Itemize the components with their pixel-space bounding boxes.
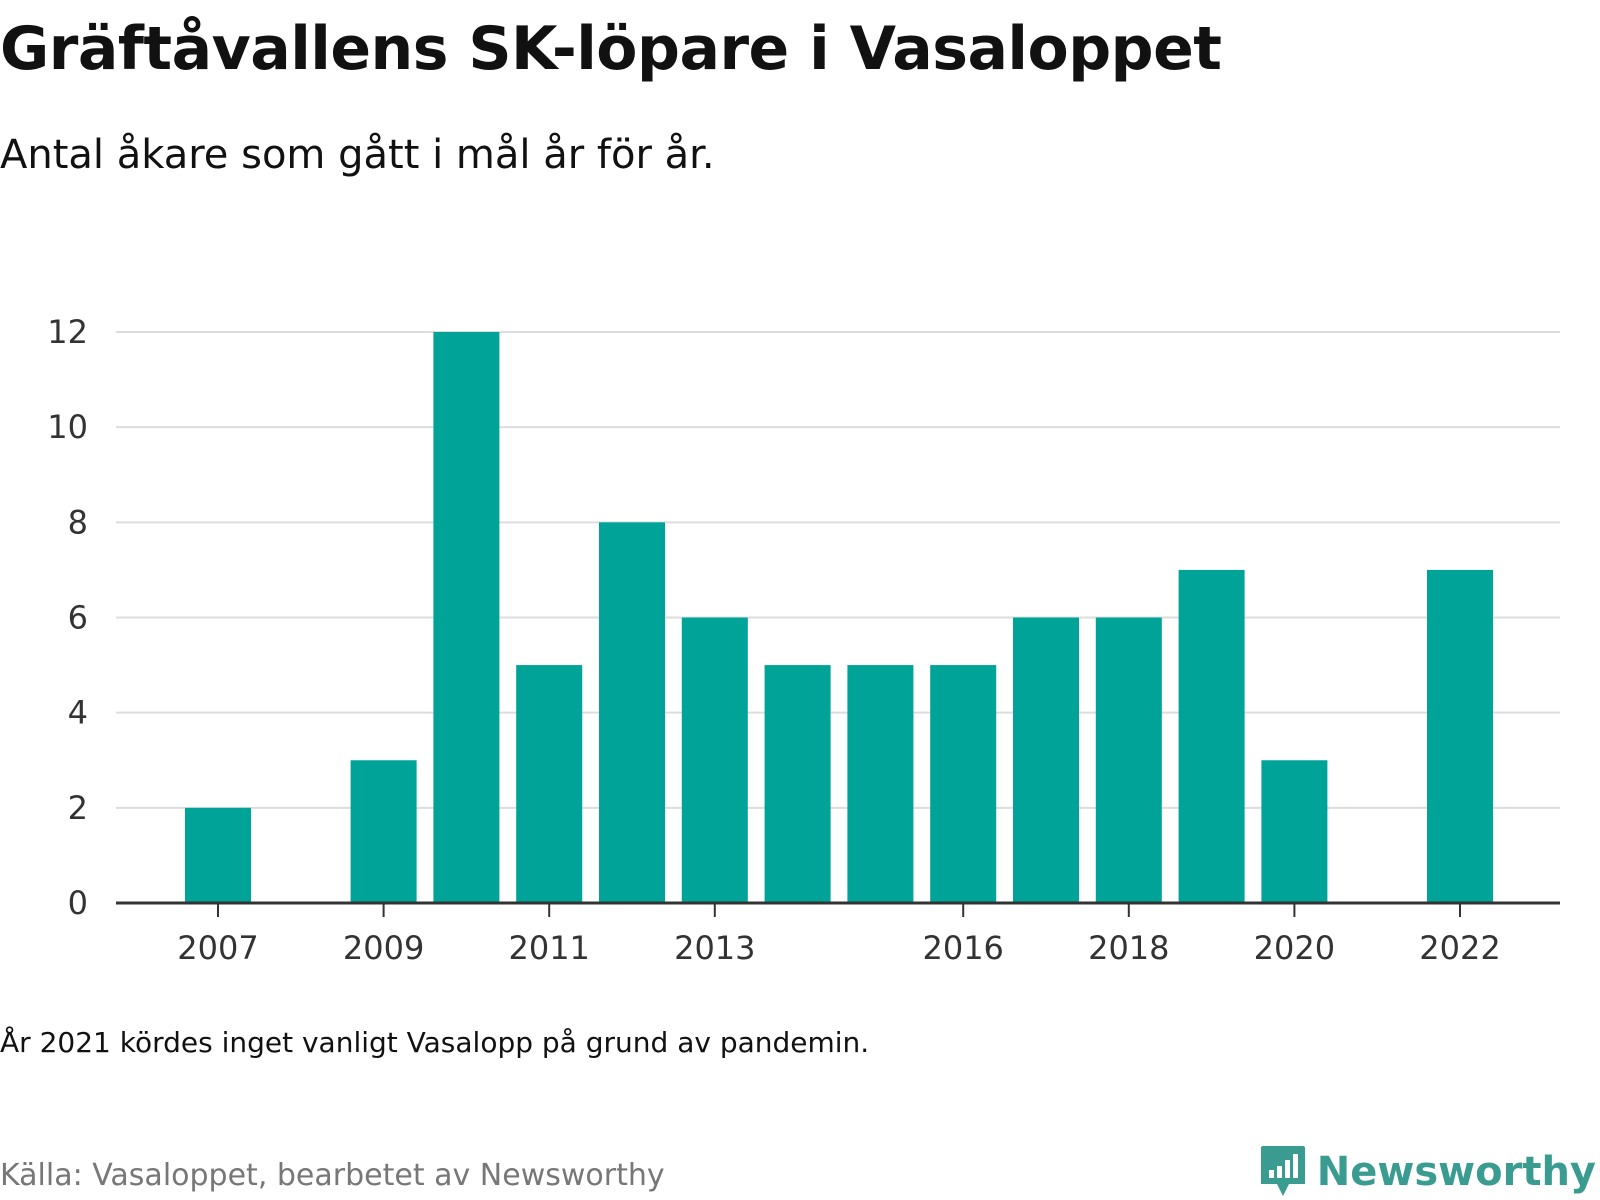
x-tick-label: 2020	[1254, 929, 1335, 967]
bar-2009	[350, 760, 417, 903]
y-tick-label: 10	[47, 408, 88, 446]
bar-2010	[433, 332, 500, 903]
newsworthy-logo-icon	[1260, 1146, 1305, 1196]
y-tick-label: 0	[68, 884, 88, 922]
bar-2014	[764, 665, 831, 903]
bars	[185, 332, 1493, 903]
bar-2013	[681, 617, 748, 903]
gridlines	[116, 331, 1560, 809]
footnote: År 2021 kördes inget vanligt Vasalopp på…	[0, 1026, 870, 1059]
bar-2011	[516, 665, 583, 903]
x-tick-label: 2016	[922, 929, 1003, 967]
bar-2007	[185, 807, 251, 903]
brand-name: Newsworthy	[1316, 1149, 1596, 1195]
bar-2017	[1013, 617, 1079, 903]
y-tick-label: 12	[47, 313, 88, 351]
y-tick-label: 2	[68, 789, 88, 827]
x-tick-label: 2022	[1419, 929, 1500, 967]
source-credit: Källa: Vasaloppet, bearbetet av Newswort…	[0, 1158, 665, 1193]
y-axis-ticks: 0 2 4 6 8 10 12	[47, 313, 88, 922]
x-tick-label: 2011	[508, 929, 589, 967]
bar-2015	[847, 665, 914, 903]
bar-2019	[1178, 569, 1245, 903]
x-axis-ticks: 2007 2009 2011 2013 2016 2018 2020 2022	[177, 903, 1501, 967]
y-tick-label: 6	[68, 599, 88, 637]
y-tick-label: 8	[68, 503, 88, 541]
chart-subtitle: Antal åkare som gått i mål år för år.	[0, 132, 715, 178]
bar-2012	[599, 522, 665, 903]
x-tick-label: 2007	[177, 929, 258, 967]
y-tick-label: 4	[68, 694, 88, 732]
chart-title: Gräftåvallens SK-löpare i Vasaloppet	[0, 14, 1222, 84]
x-tick-label: 2009	[343, 929, 424, 967]
bar-2020	[1261, 760, 1328, 903]
bar-2018	[1095, 617, 1162, 903]
x-tick-label: 2013	[674, 929, 755, 967]
x-tick-label: 2018	[1088, 929, 1169, 967]
brand-logo: Newsworthy	[1259, 1144, 1596, 1200]
bar-2016	[930, 665, 997, 903]
bar-2022	[1427, 569, 1493, 903]
